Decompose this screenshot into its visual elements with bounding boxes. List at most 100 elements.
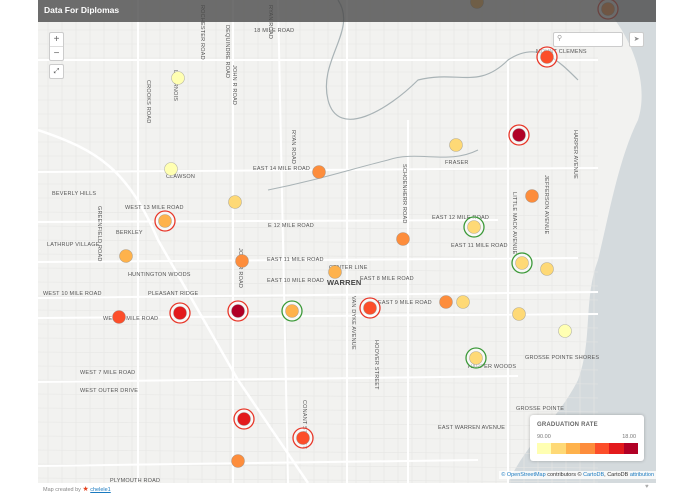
fullscreen-button[interactable]: ⤢ [49, 64, 64, 79]
school-marker [112, 310, 126, 324]
marker-dot [558, 324, 572, 338]
school-marker [328, 265, 342, 279]
map-label: EAST 8 MILE ROAD [360, 276, 414, 282]
marker-dot [237, 412, 251, 426]
star-icon: ★ [82, 486, 89, 493]
marker-dot [512, 128, 526, 142]
legend: GRADUATION RATE 90.00 18.00 [530, 415, 644, 461]
marker-dot [164, 162, 178, 176]
school-marker [228, 195, 242, 209]
marker-dot [469, 351, 483, 365]
marker-dot [396, 232, 410, 246]
marker-dot [231, 304, 245, 318]
map-label: CLAWSON [166, 174, 196, 180]
marker-dot [173, 306, 187, 320]
school-marker [512, 307, 526, 321]
map-label: EAST 14 MILE ROAD [253, 166, 311, 172]
marker-dot [171, 71, 185, 85]
marker-dot [512, 307, 526, 321]
legend-swatch [609, 443, 624, 454]
attribution: © OpenStreetMap contributors © CartoDB, … [499, 471, 656, 479]
minor-road [38, 281, 599, 287]
attribution-link[interactable]: attribution [629, 472, 654, 478]
map-label: EAST 12 MILE ROAD [432, 215, 490, 221]
heart-icon[interactable]: ♥ [645, 484, 649, 490]
school-marker [281, 300, 303, 322]
map-label: WEST 13 MILE ROAD [125, 205, 184, 211]
map[interactable]: ROCHESTER ROAD RYAN ROAD DEQUINDRE ROAD 18 … [38, 0, 656, 483]
search-icon: ⚲ [557, 35, 563, 42]
cartodb-link[interactable]: CartoDB [583, 472, 605, 478]
minor-road [38, 477, 599, 483]
map-label: BEVERLY HILLS [52, 191, 97, 197]
school-marker [449, 138, 463, 152]
school-marker [558, 324, 572, 338]
marker-dot [312, 165, 326, 179]
minor-road [38, 351, 599, 357]
marker-dot [363, 301, 377, 315]
fullscreen-icon: ⤢ [53, 68, 60, 75]
author-link[interactable]: chelele1 [90, 487, 111, 493]
map-label: WARREN [327, 278, 362, 287]
marker-dot [467, 220, 481, 234]
school-marker [540, 262, 554, 276]
footer-text: Map created by [43, 487, 83, 493]
school-marker [292, 427, 314, 449]
school-marker [456, 295, 470, 309]
legend-color-scale [537, 443, 638, 454]
minor-road [38, 407, 599, 413]
legend-swatch [594, 443, 610, 454]
minor-road [38, 393, 599, 399]
marker-dot [119, 249, 133, 263]
school-marker [171, 71, 185, 85]
minor-road [38, 337, 599, 343]
search-input[interactable] [566, 34, 618, 44]
map-label: BERKLEY [116, 230, 143, 236]
marker-dot [228, 195, 242, 209]
school-marker [312, 165, 326, 179]
minor-road [38, 211, 599, 217]
school-marker [235, 254, 249, 268]
school-marker [465, 347, 487, 369]
marker-dot [525, 189, 539, 203]
map-label: WEST 7 MILE ROAD [80, 370, 136, 376]
river [267, 149, 479, 191]
map-label: GROSSE POINTE [516, 406, 565, 412]
minor-road [38, 225, 599, 231]
map-basemap [38, 0, 656, 483]
marker-dot [285, 304, 299, 318]
legend-swatch [537, 443, 552, 454]
map-label: HARPER WOODS [468, 364, 517, 370]
school-marker [463, 216, 485, 238]
map-label: GROSSE POINTE SHORES [525, 355, 600, 361]
marker-dot [540, 262, 554, 276]
map-label: WEST 8 MILE ROAD [103, 316, 159, 322]
legend-swatch [565, 443, 581, 454]
marker-dot [449, 138, 463, 152]
map-label: CENTER LINE [329, 265, 368, 271]
marker-dot [112, 310, 126, 324]
osm-link[interactable]: © OpenStreetMap [501, 472, 546, 478]
major-road [277, 0, 289, 483]
map-label: EAST WARREN AVENUE [438, 425, 506, 431]
marker-dot [296, 431, 310, 445]
locate-button[interactable]: ➤ [629, 32, 644, 47]
minor-road [38, 309, 599, 315]
map-title: Data For Diplomas [44, 5, 120, 15]
map-label: PLEASANT RIDGE [148, 291, 199, 297]
legend-swatch [580, 443, 595, 454]
marker-dot [456, 295, 470, 309]
zoom-out-button[interactable]: − [50, 46, 63, 60]
map-label: EAST 9 MILE ROAD [378, 300, 432, 306]
minor-road [38, 365, 599, 371]
marker-dot [515, 256, 529, 270]
map-label: PLYMOUTH ROAD [110, 478, 161, 483]
legend-swatch [623, 443, 638, 454]
map-markers [112, 0, 619, 468]
school-marker [169, 302, 191, 324]
zoom-in-button[interactable]: + [53, 34, 60, 45]
major-road [38, 291, 599, 299]
map-label: HUNTINGTON WOODS [128, 272, 191, 278]
map-label: LATHRUP VILLAGE [47, 242, 100, 248]
school-marker [227, 300, 249, 322]
